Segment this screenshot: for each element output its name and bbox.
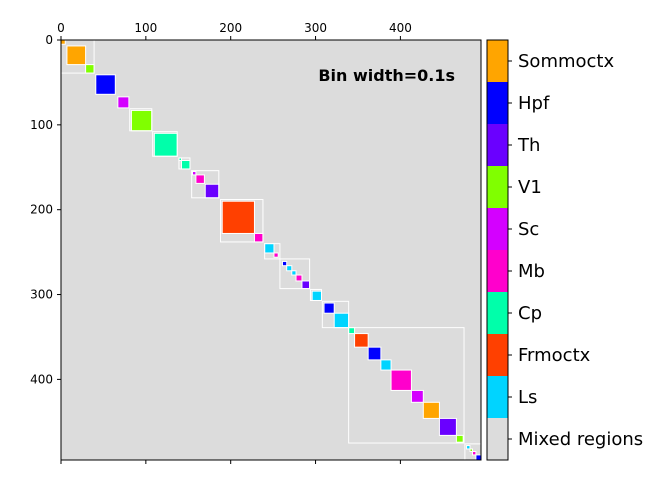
colorbar-label-mixed-regions: Mixed regions — [518, 429, 643, 450]
colorbar-label-sommoctx: Sommoctx — [518, 51, 614, 72]
cluster-block-v1-5 — [130, 109, 153, 132]
group-outline-4 — [191, 170, 220, 199]
cluster-block-frmoctx-12 — [221, 200, 255, 234]
colorbar-label-hpf: Hpf — [518, 93, 550, 114]
group-outline-10 — [348, 327, 465, 444]
colorbar-label-v1: V1 — [518, 177, 542, 198]
colorbar-frame — [486, 39, 509, 461]
y-tick-label-100: 100 — [30, 118, 53, 132]
group-outline-2 — [152, 131, 178, 157]
cluster-block-ls-21 — [311, 290, 322, 301]
cluster-block-cp-8 — [180, 159, 191, 170]
cluster-block-hpf-3 — [95, 74, 116, 95]
group-outline-6 — [264, 243, 281, 260]
colorbar-swatch-sc — [487, 208, 508, 251]
x-axis: 0 100 200 300 400 — [57, 21, 412, 464]
cluster-block-cp-24 — [348, 327, 356, 335]
colorbar-label-sc: Sc — [518, 219, 539, 240]
colorbar-swatch-mixed-regions — [487, 418, 508, 461]
y-tick-label-0: 0 — [45, 33, 53, 47]
x-tick-label-300: 300 — [304, 21, 327, 35]
cluster-block-th-31 — [438, 417, 457, 436]
x-tick-label-200: 200 — [219, 21, 242, 35]
cluster-block-sommoctx-30 — [422, 401, 440, 419]
x-tick-label-0: 0 — [57, 21, 65, 35]
colorbar-swatch-th — [487, 124, 508, 167]
cluster-block-hpf-16 — [281, 260, 288, 267]
cluster-block-th-11 — [204, 183, 220, 199]
bin-width-annotation: Bin width=0.1s — [318, 66, 455, 85]
cluster-block-ls-27 — [380, 359, 392, 371]
cluster-block-ls-14 — [264, 243, 275, 254]
x-tick-label-400: 400 — [389, 21, 412, 35]
colorbar-swatch-frmoctx — [487, 334, 508, 377]
cluster-block-ls-18 — [291, 270, 297, 276]
y-axis: 0 100 200 300 400 — [30, 33, 61, 386]
colorbar-label-mb: Mb — [518, 261, 545, 282]
colorbar-label-frmoctx: Frmoctx — [518, 345, 591, 366]
plot-frame — [60, 39, 482, 461]
plot-area — [60, 39, 482, 461]
colorbar-legend: Sommoctx Hpf Th V1 Sc Mb Cp Frmoctx Ls Mixed regi… — [486, 39, 643, 461]
cluster-block-mb-28 — [390, 369, 412, 391]
group-outline-1 — [129, 108, 153, 132]
cluster-block-sc-9 — [192, 171, 197, 176]
colorbar-swatch-mb — [487, 250, 508, 293]
x-tick-label-100: 100 — [134, 21, 157, 35]
y-tick-label-300: 300 — [30, 288, 53, 302]
colorbar-swatch-cp — [487, 292, 508, 335]
cluster-block-mb-10 — [195, 174, 205, 184]
cluster-block-mb-35 — [472, 451, 477, 456]
cluster-block-th-20 — [301, 280, 311, 290]
cluster-block-mb-13 — [253, 232, 264, 243]
cluster-block-v1-32 — [455, 434, 464, 443]
group-outline-8 — [309, 288, 322, 301]
cluster-block-hpf-26 — [367, 346, 382, 361]
colorbar-label-th: Th — [517, 135, 540, 156]
cluster-block-mb-19 — [295, 274, 303, 282]
group-outline-3 — [178, 157, 191, 170]
cluster-block-hpf-22 — [323, 302, 335, 314]
cluster-block-sc-29 — [410, 389, 424, 403]
cluster-block-ls-17 — [286, 265, 293, 272]
cluster-block-cp-6 — [153, 132, 178, 157]
y-tick-label-200: 200 — [30, 203, 53, 217]
y-tick-label-400: 400 — [30, 372, 53, 386]
colorbar-swatch-sommoctx — [487, 40, 508, 83]
cluster-block-v1-2 — [85, 64, 95, 74]
cluster-block-sc-4 — [117, 96, 130, 109]
cluster-block-sommoctx-0 — [60, 39, 66, 45]
cluster-block-v1-34 — [469, 448, 474, 453]
cluster-block-ls-33 — [466, 445, 471, 450]
group-layer — [60, 39, 482, 461]
colorbar-label-cp: Cp — [518, 303, 542, 324]
group-outline-9 — [321, 300, 350, 329]
cluster-block-mb-15 — [273, 252, 279, 258]
cluster-block-hpf-36 — [475, 454, 482, 461]
colorbar-swatch-ls — [487, 376, 508, 419]
group-outline-7 — [279, 258, 311, 290]
cluster-layer — [60, 39, 482, 461]
colorbar-swatch-hpf — [487, 82, 508, 125]
group-outline-5 — [220, 199, 264, 243]
cluster-block-ls-23 — [333, 312, 350, 329]
colorbar-swatch-v1 — [487, 166, 508, 209]
cluster-block-sommoctx-1 — [66, 45, 87, 66]
colorbar-label-ls: Ls — [518, 387, 537, 408]
cluster-block-frmoctx-25 — [354, 333, 369, 348]
